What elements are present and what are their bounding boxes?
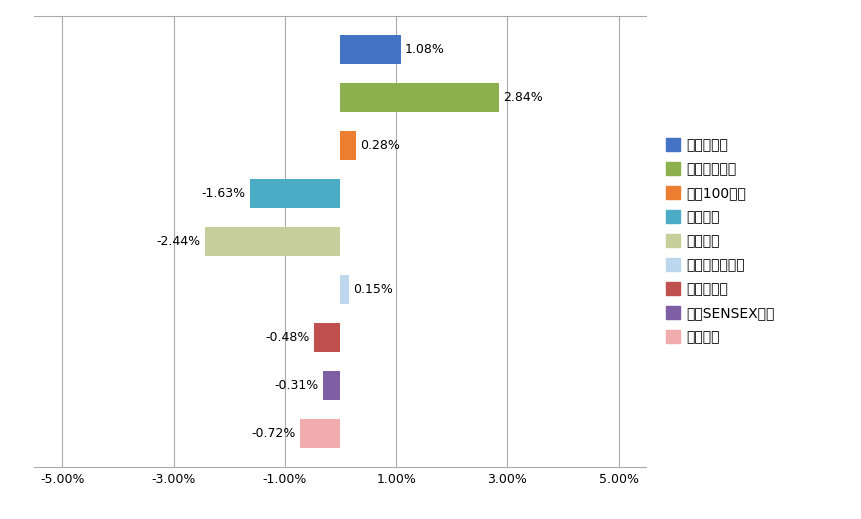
Legend: 道琼斯指数, 纳斯达克指数, 富时100指数, 日经指数, 恒生指数, 新加坡海峡指数, 雅加达指数, 孟买SENSEX指数, 巴西指数: 道琼斯指数, 纳斯达克指数, 富时100指数, 日经指数, 恒生指数, 新加坡海… [665,139,774,344]
Bar [340,83,498,112]
Text: 2.84%: 2.84% [502,91,542,104]
Bar [340,131,356,160]
Bar [340,275,349,304]
Text: 0.28%: 0.28% [360,139,400,152]
Bar [300,419,340,448]
Text: -0.48%: -0.48% [264,331,309,344]
Bar [313,323,340,352]
Bar [323,371,340,400]
Text: -2.44%: -2.44% [156,235,200,248]
Bar [205,227,340,256]
Text: -0.31%: -0.31% [274,379,319,392]
Text: -0.72%: -0.72% [251,427,295,440]
Bar [340,35,400,64]
Bar [250,179,340,208]
Text: 0.15%: 0.15% [353,283,393,296]
Text: -1.63%: -1.63% [201,187,245,200]
Text: 1.08%: 1.08% [405,43,444,56]
